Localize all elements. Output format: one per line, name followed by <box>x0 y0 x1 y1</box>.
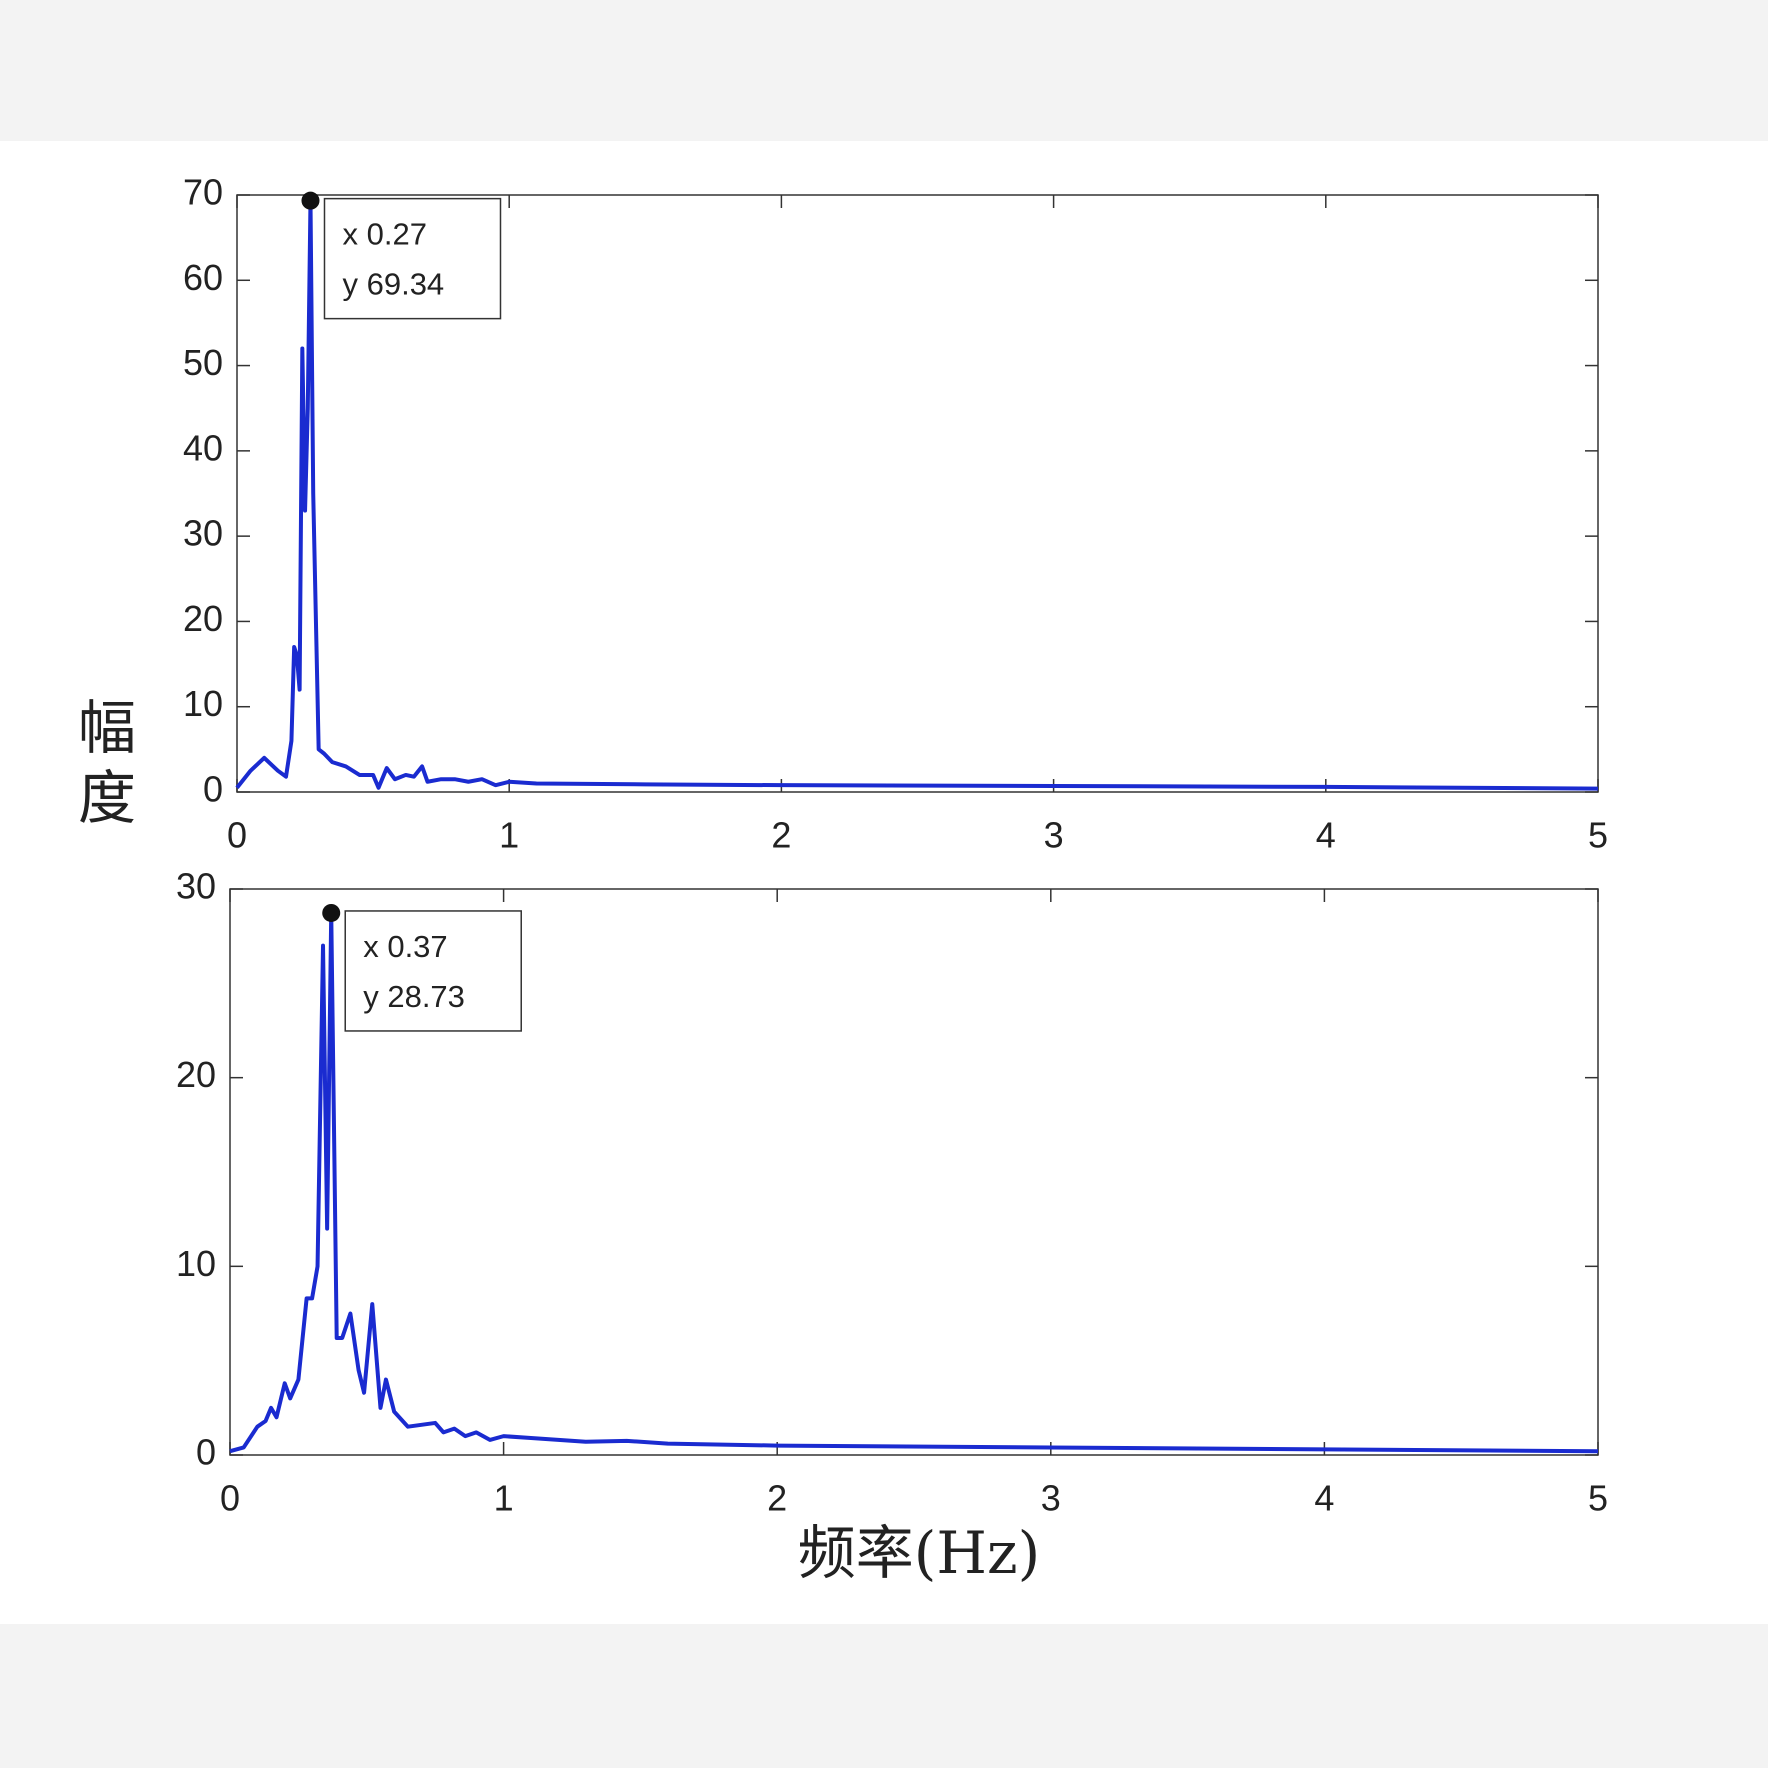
y-tick-label: 60 <box>183 257 223 298</box>
x-tick-label: 1 <box>494 1478 514 1519</box>
datatip-box <box>344 910 522 1032</box>
datatip-y: y 69.34 <box>342 267 444 302</box>
x-tick-label: 3 <box>1044 815 1064 856</box>
y-tick-label: 30 <box>176 866 216 907</box>
y-tick-label: 70 <box>183 172 223 213</box>
y-tick-label: 10 <box>183 683 223 724</box>
x-tick-label: 4 <box>1316 815 1336 856</box>
data-line <box>229 910 1599 1454</box>
y-axis-label-2: 度 <box>78 764 136 832</box>
x-tick-label: 2 <box>771 815 791 856</box>
x-tick-label: 2 <box>767 1478 787 1519</box>
y-tick-label: 0 <box>203 769 223 810</box>
canvas <box>0 141 1768 1624</box>
y-tick-label: 20 <box>183 598 223 639</box>
datatip-x: x 0.27 <box>342 217 426 252</box>
x-tick-label: 4 <box>1314 1478 1334 1519</box>
data-line <box>235 198 1599 791</box>
y-tick-label: 20 <box>176 1054 216 1095</box>
y-tick-label: 50 <box>183 342 223 383</box>
datatip-marker <box>322 903 341 922</box>
datatip-x: x 0.37 <box>363 929 447 964</box>
x-tick-label: 5 <box>1588 1478 1608 1519</box>
x-tick-label: 3 <box>1041 1478 1061 1519</box>
x-axis-label: 频率(Hz) <box>798 1519 1040 1587</box>
y-tick-label: 0 <box>196 1432 216 1473</box>
y-axis-label-1: 幅 <box>78 694 136 762</box>
y-tick-label: 30 <box>183 513 223 554</box>
x-tick-label: 5 <box>1588 815 1608 856</box>
y-tick-label: 40 <box>183 427 223 468</box>
y-tick-label: 10 <box>176 1243 216 1284</box>
x-tick-label: 1 <box>499 815 519 856</box>
plot-frame <box>229 888 1599 1456</box>
x-tick-label: 0 <box>227 815 247 856</box>
datatip-marker <box>301 191 320 210</box>
datatip-box <box>323 197 502 320</box>
datatip-y: y 28.73 <box>363 979 465 1014</box>
x-tick-label: 0 <box>220 1478 240 1519</box>
plot-frame <box>236 194 1599 793</box>
